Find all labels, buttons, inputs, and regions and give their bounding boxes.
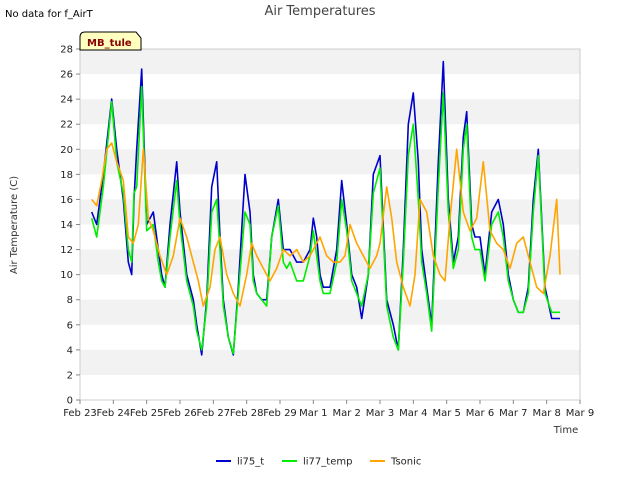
grid-band <box>80 249 580 275</box>
no-data-note: No data for f_AirT <box>5 9 94 20</box>
y-tick-label: 14 <box>60 220 73 231</box>
y-tick-label: 22 <box>60 120 73 131</box>
grid-band <box>80 149 580 175</box>
x-tick-label: Mar 2 <box>332 408 360 419</box>
x-tick-label: Mar 8 <box>532 408 560 419</box>
y-tick-label: 6 <box>67 320 73 331</box>
y-axis-label: Air Temperature (C) <box>9 176 20 274</box>
series-line-tsonic <box>91 142 561 307</box>
x-tick-label: Feb 28 <box>230 408 264 419</box>
y-tick-label: 24 <box>60 95 73 106</box>
x-tick-label: Feb 23 <box>63 408 97 419</box>
x-tick-label: Mar 3 <box>366 408 394 419</box>
grid-band <box>80 99 580 125</box>
legend-label: Tsonic <box>390 457 421 468</box>
y-tick-label: 20 <box>60 145 73 156</box>
site-badge: MB_tule <box>79 31 142 51</box>
series-line-li77-temp <box>90 85 560 355</box>
y-tick-label: 12 <box>60 245 73 256</box>
legend-label: li75_t <box>237 457 264 468</box>
x-tick-label: Mar 1 <box>299 408 327 419</box>
grid-band <box>80 349 580 375</box>
x-tick-label: Feb 24 <box>97 408 131 419</box>
series-lines <box>90 60 561 356</box>
y-tick-label: 18 <box>60 170 73 181</box>
legend: li75_t li77_temp Tsonic <box>216 457 421 468</box>
y-tick-label: 2 <box>67 370 73 381</box>
legend-label: li77_temp <box>303 457 352 468</box>
y-tick-label: 4 <box>67 345 73 356</box>
x-tick-label: Mar 6 <box>466 408 494 419</box>
plot-bands <box>80 49 580 375</box>
y-tick-label: 28 <box>60 45 73 56</box>
grid-band <box>80 299 580 325</box>
x-tick-label: Mar 5 <box>432 408 460 419</box>
x-tick-label: Feb 29 <box>263 408 297 419</box>
grid-band <box>80 49 580 75</box>
x-axis-label: Time <box>553 425 578 436</box>
y-tick-label: 10 <box>60 270 73 281</box>
x-tick-label: Feb 25 <box>130 408 164 419</box>
x-tick-label: Feb 27 <box>197 408 231 419</box>
x-tick-label: Mar 9 <box>566 408 594 419</box>
y-tick-label: 26 <box>60 70 73 81</box>
x-axis-ticks: Feb 23 Feb 24 Feb 25 Feb 26 Feb 27 Feb 28 Feb … <box>63 400 594 419</box>
x-tick-label: Feb 26 <box>163 408 197 419</box>
y-tick-label: 8 <box>67 295 73 306</box>
x-tick-label: Mar 7 <box>499 408 527 419</box>
chart-title: Air Temperatures <box>264 4 375 19</box>
y-tick-label: 0 <box>67 396 73 407</box>
site-badge-label: MB_tule <box>87 38 132 49</box>
x-tick-label: Mar 4 <box>399 408 427 419</box>
y-tick-label: 16 <box>60 195 73 206</box>
site-badge-box <box>79 31 142 51</box>
